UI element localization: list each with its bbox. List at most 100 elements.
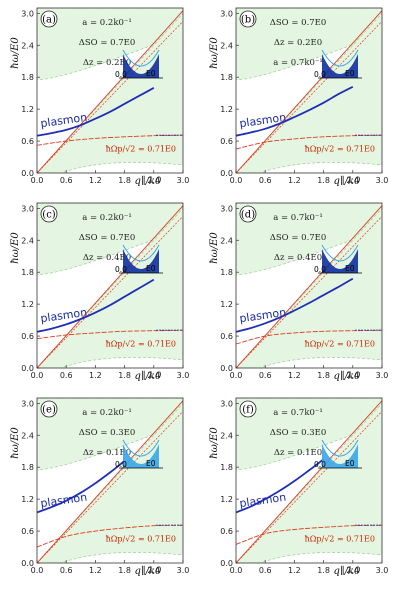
param-annotation: ΔSO = 0.3E0 — [79, 428, 136, 438]
x-tick-label: 1.2 — [288, 371, 301, 380]
panel-d: 0.0 0.6 1.2 1.8 2.4 3.0 0.0 0.6 1.2 1.8 2.4 3.0 q∥/k… — [209, 202, 389, 382]
x-tick-label: 0.0 — [230, 371, 243, 380]
panel-label: (c) — [42, 210, 56, 221]
y-tick-label: 1.2 — [220, 105, 233, 114]
plot-frame — [36, 397, 184, 564]
inset-label-right: E0 — [345, 459, 355, 468]
param-annotation: ΔSO = 0.7E0 — [79, 233, 136, 243]
plot-area — [236, 203, 382, 368]
x-tick-label: 1.8 — [317, 566, 330, 575]
light-line-upper — [236, 400, 382, 563]
x-tick-label: 1.2 — [89, 371, 102, 380]
inset-label-right: E0 — [146, 264, 156, 273]
param-annotation: Δz = 0.2E0 — [274, 38, 322, 48]
x-tick-label: 3.0 — [376, 371, 389, 380]
x-tick-label: 3.0 — [376, 566, 389, 575]
x-tick-label: 1.2 — [288, 566, 301, 575]
light-line-lower — [236, 21, 382, 173]
plasmon-curve — [236, 277, 354, 333]
panel-label: (a) — [42, 15, 56, 26]
y-tick-label: 2.4 — [21, 41, 34, 50]
inset-label-left: 0.0 — [314, 460, 326, 469]
plot-frame — [235, 397, 383, 564]
light-line-upper — [37, 10, 183, 173]
param-annotation: Δz = 0.4E0 — [274, 253, 322, 263]
plasmon-label: plasmon — [40, 491, 88, 510]
x-tick-label: 0.0 — [31, 371, 44, 380]
flat-mode-label: ħΩp/√2 = 0.71E0 — [106, 340, 176, 349]
light-line-upper — [236, 10, 382, 173]
inset-label-right: E0 — [146, 459, 156, 468]
y-tick-label: 3.0 — [21, 204, 34, 213]
y-axis-label: ħω/E0 — [209, 427, 220, 459]
y-tick-label: 1.2 — [220, 300, 233, 309]
inset-band-fill — [123, 54, 159, 78]
light-line-lower — [236, 216, 382, 368]
y-tick-label: 2.4 — [220, 41, 233, 50]
x-tick-label: 2.4 — [346, 566, 359, 575]
y-tick-label: 1.2 — [21, 105, 34, 114]
x-tick-label: 0.6 — [259, 176, 272, 185]
panel-label-circle — [40, 205, 58, 223]
flat-mode-label: ħΩp/√2 = 0.71E0 — [305, 340, 375, 349]
x-tick-label: 0.6 — [60, 176, 73, 185]
x-tick-label: 0.0 — [31, 566, 44, 575]
light-line-lower — [37, 216, 183, 368]
inset-band-fill — [322, 444, 358, 468]
flat-mode-label: ħΩp/√2 = 0.71E0 — [106, 145, 176, 154]
plasmon-curve — [37, 460, 126, 514]
param-annotation: ΔSO = 0.7E0 — [270, 18, 327, 28]
x-tick-label: 1.8 — [118, 371, 131, 380]
band-inset: 0.0 E0 — [115, 439, 163, 469]
panel-label-circle — [40, 400, 58, 418]
y-axis-label: ħω/E0 — [209, 232, 220, 264]
plot-area — [37, 398, 183, 563]
inset-band-fill — [322, 249, 358, 273]
y-tick-label: 2.4 — [220, 431, 233, 440]
y-tick-label: 3.0 — [21, 9, 34, 18]
param-annotation: a = 0.2k0⁻¹ — [82, 18, 132, 28]
inset-band-fill — [123, 249, 159, 273]
band-inset: 0.0 E0 — [314, 244, 362, 274]
inset-upper-band — [321, 439, 359, 457]
plasmon-curve — [236, 85, 354, 137]
y-tick-label: 2.4 — [21, 431, 34, 440]
light-line-upper — [37, 205, 183, 368]
x-tick-label: 1.2 — [288, 176, 301, 185]
y-tick-label: 1.8 — [220, 268, 233, 277]
x-axis-label: q∥/k0 — [334, 175, 361, 187]
plasmon-curve — [37, 87, 155, 137]
flat-mode-label: ħΩp/√2 = 0.71E0 — [106, 535, 176, 544]
x-tick-label: 1.8 — [118, 176, 131, 185]
x-tick-label: 1.2 — [89, 176, 102, 185]
x-tick-label: 2.4 — [147, 566, 160, 575]
flat-mode-label: ħΩp/√2 = 0.71E0 — [305, 145, 375, 154]
plasmon-curve — [236, 458, 325, 514]
plasmon-label: plasmon — [239, 111, 287, 130]
y-tick-label: 0.6 — [21, 137, 34, 146]
inset-label-right: E0 — [146, 69, 156, 78]
plot-frame — [36, 7, 184, 174]
inset-upper-band — [321, 244, 359, 262]
y-axis-label: ħω/E0 — [209, 37, 220, 69]
light-line-upper — [236, 205, 382, 368]
inset-band-fill — [123, 444, 159, 468]
inset-label-left: 0.0 — [314, 265, 326, 274]
x-tick-label: 3.0 — [177, 566, 190, 575]
panel-e: 0.0 0.6 1.2 1.8 2.4 3.0 0.0 0.6 1.2 1.8 2.4 3.0 q∥/k… — [10, 397, 190, 577]
param-annotation: a = 0.2k0⁻¹ — [82, 408, 132, 418]
band-inset: 0.0 E0 — [314, 49, 362, 79]
x-tick-label: 1.8 — [317, 371, 330, 380]
x-tick-label: 2.4 — [346, 371, 359, 380]
plasmon-label: plasmon — [40, 306, 88, 325]
plot-area — [37, 203, 183, 368]
x-axis-label: q∥/k0 — [135, 565, 162, 577]
plasmon-curve — [37, 278, 155, 333]
y-tick-label: 0.6 — [220, 137, 233, 146]
inset-upper-band — [122, 244, 160, 262]
y-tick-label: 0.6 — [21, 332, 34, 341]
plot-frame — [235, 7, 383, 174]
y-tick-label: 0.0 — [220, 364, 233, 373]
y-tick-label: 1.2 — [21, 495, 34, 504]
panel-label: (b) — [241, 15, 255, 26]
